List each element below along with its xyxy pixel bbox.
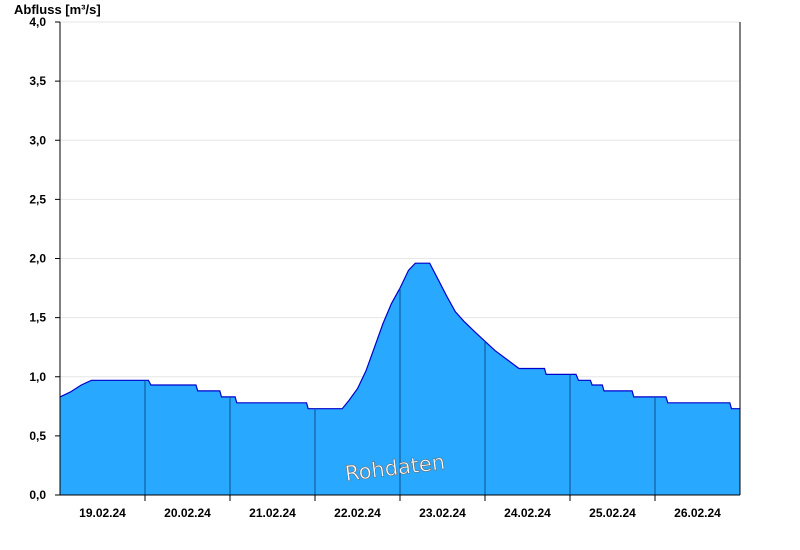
y-tick-label: 2,5 (29, 192, 46, 206)
x-tick-labels: 19.02.24 20.02.24 21.02.24 22.02.24 23.02.24… (79, 506, 721, 520)
x-tick-label: 20.02.24 (164, 506, 211, 520)
x-tick-label: 19.02.24 (79, 506, 126, 520)
x-tick-label: 23.02.24 (419, 506, 466, 520)
y-axis-title: Abfluss [m³/s] (14, 2, 101, 17)
y-tick-label: 1,0 (29, 370, 46, 384)
x-tick-label: 26.02.24 (674, 506, 721, 520)
y-tick-label: 2,0 (29, 252, 46, 266)
x-tick-label: 21.02.24 (249, 506, 296, 520)
y-tick-label: 0,5 (29, 429, 46, 443)
x-tick-label: 25.02.24 (589, 506, 636, 520)
y-tick-label: 4,0 (29, 15, 46, 29)
day-separators (144, 288, 656, 495)
y-tick-label: 0,0 (29, 488, 46, 502)
discharge-line (59, 262, 740, 410)
y-tick-label: 3,5 (29, 74, 46, 88)
y-tick-label: 3,0 (29, 133, 46, 147)
x-tick-label: 22.02.24 (334, 506, 381, 520)
axes (55, 21, 741, 501)
x-tick-label: 24.02.24 (504, 506, 551, 520)
y-tick-labels: 0,0 0,5 1,0 1,5 2,0 2,5 3,0 3,5 4,0 (29, 15, 46, 502)
y-tick-label: 1,5 (29, 311, 46, 325)
